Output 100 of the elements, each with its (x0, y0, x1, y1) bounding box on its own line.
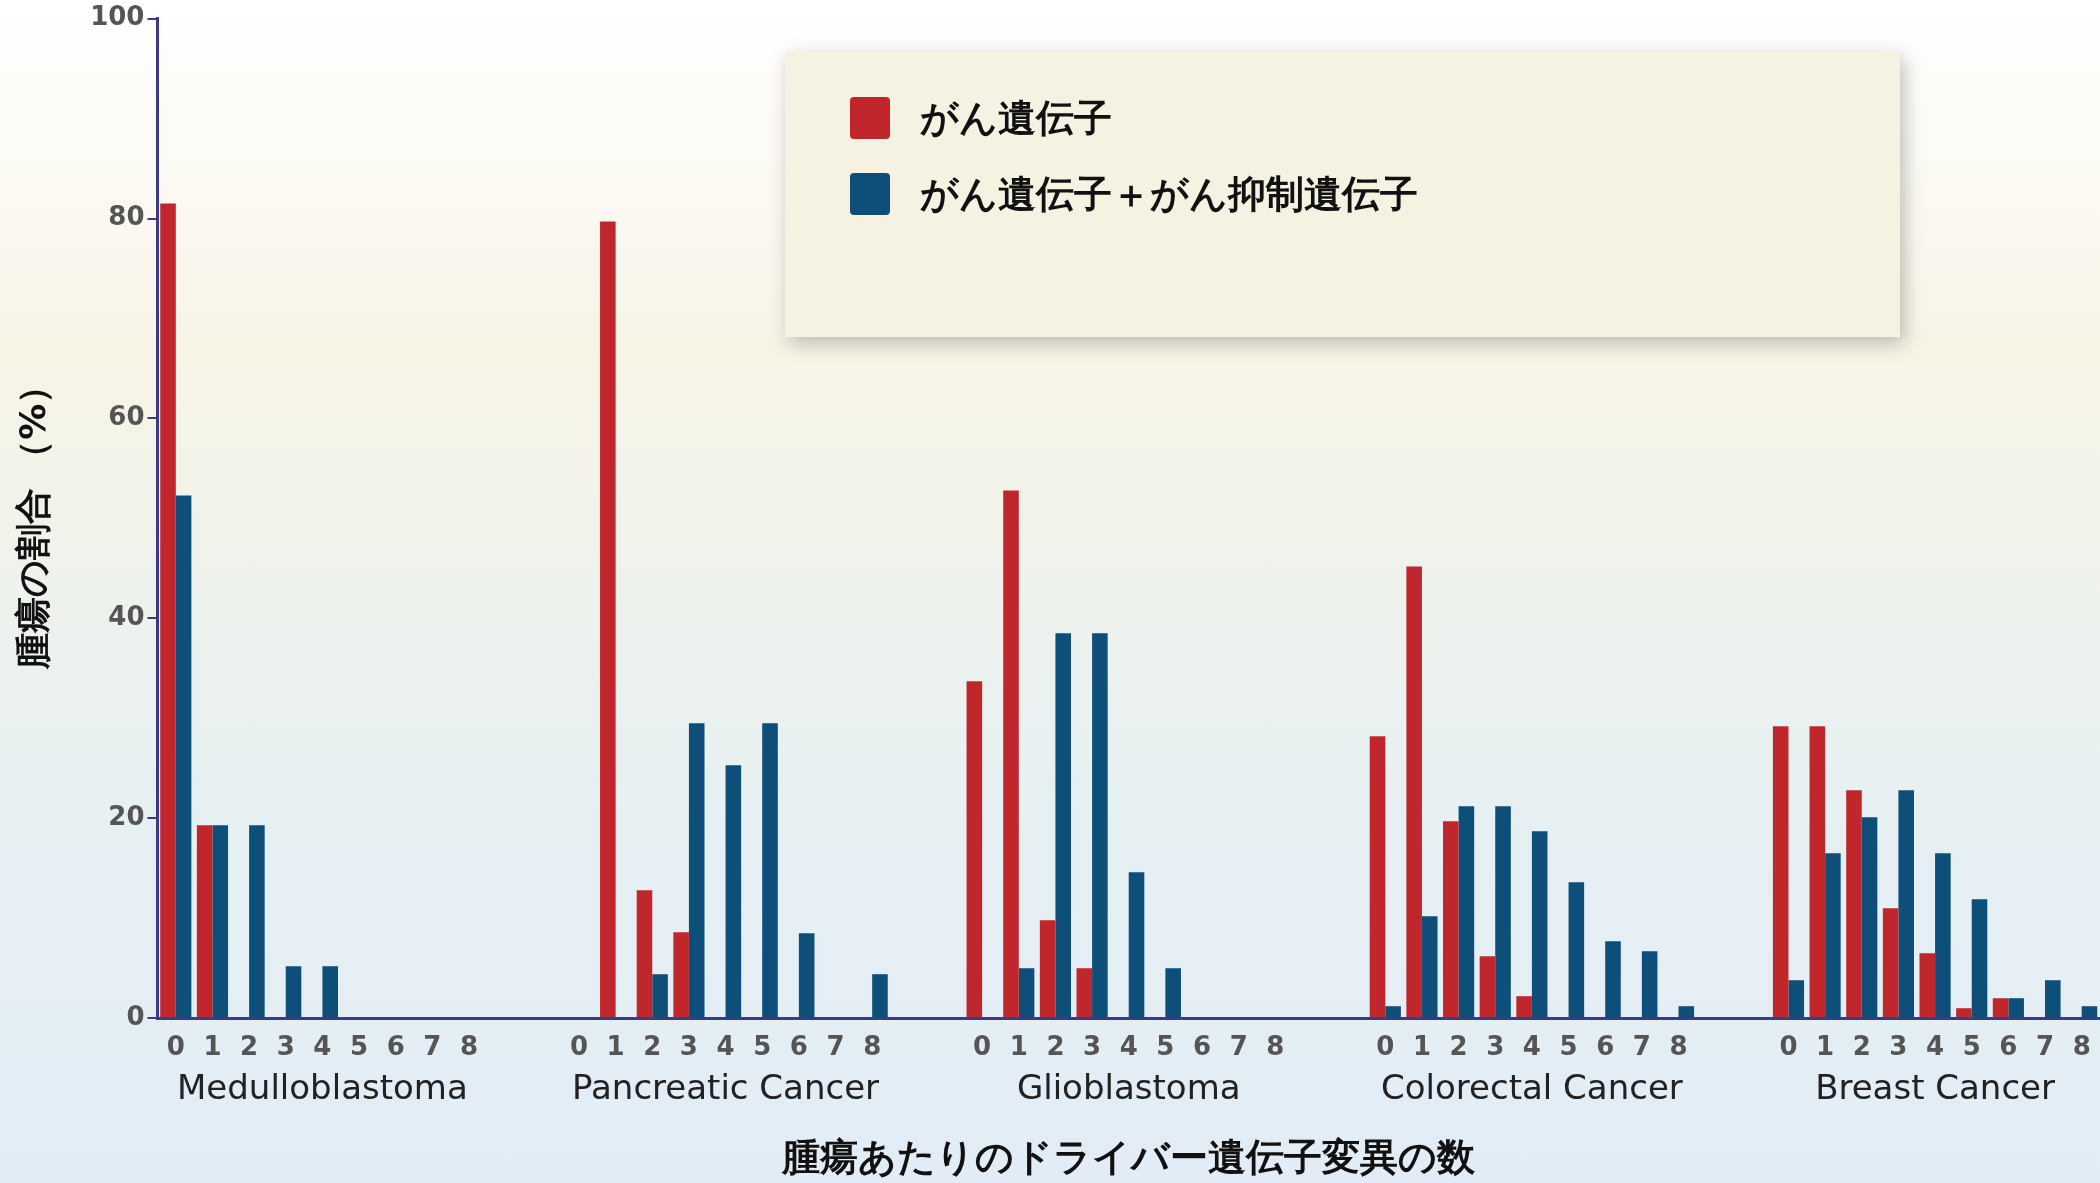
bar (160, 203, 176, 1018)
legend-label: がん遺伝子 (920, 94, 1112, 142)
bar (798, 933, 815, 1018)
y-tick-label: 60 (108, 401, 145, 432)
bar (1641, 951, 1658, 1018)
x-tick-label: 6 (1192, 1030, 1212, 1061)
bar (1882, 908, 1899, 1018)
bar (1165, 968, 1181, 1018)
x-tick-label: 2 (643, 1030, 662, 1061)
bar (1003, 490, 1019, 1018)
x-tick-label: 2 (1852, 1030, 1871, 1061)
x-tick-label: 0 (1376, 1030, 1395, 1061)
x-tick-label: 5 (1156, 1030, 1175, 1061)
bar (1971, 899, 1988, 1018)
bar (1495, 806, 1511, 1018)
x-tick-label: 1 (1816, 1030, 1835, 1061)
bar (872, 974, 888, 1018)
bar (1898, 790, 1914, 1018)
bar (1092, 633, 1108, 1018)
bar (1076, 968, 1093, 1018)
x-tick-label: 8 (459, 1030, 479, 1061)
x-tick-label: 5 (1559, 1030, 1578, 1061)
bar (725, 765, 742, 1018)
x-tick-label: 0 (569, 1030, 589, 1061)
bar (1861, 817, 1878, 1018)
text: Colorectal Cancer (1381, 1067, 1683, 1108)
bar (1039, 920, 1056, 1018)
bar (2081, 1006, 2098, 1018)
bar (1369, 736, 1386, 1018)
x-tick-label: 3 (679, 1030, 698, 1061)
x-tick-label: 5 (1962, 1030, 1981, 1061)
x-tick-label: 4 (1926, 1030, 1945, 1061)
bar (212, 825, 229, 1018)
text: Medulloblastoma (177, 1067, 468, 1108)
text: Glioblastoma (1016, 1067, 1241, 1108)
x-tick-label: 1 (1009, 1030, 1028, 1061)
bar (1605, 941, 1621, 1018)
bar (1846, 790, 1862, 1018)
y-tick-label: 100 (90, 1, 145, 32)
bar (1919, 953, 1936, 1018)
x-tick-label: 3 (1083, 1030, 1102, 1061)
bar (1458, 806, 1475, 1018)
y-tick-label: 40 (108, 601, 145, 632)
x-tick-label: 1 (203, 1030, 222, 1061)
bar (2008, 998, 2024, 1018)
bar (600, 221, 616, 1018)
x-tick-label: 1 (1412, 1030, 1431, 1061)
bar (966, 681, 983, 1018)
x-tick-label: 7 (2035, 1030, 2055, 1061)
bar (1568, 882, 1585, 1018)
x-tick-label: 6 (789, 1030, 808, 1061)
bar (1443, 821, 1459, 1018)
bar (636, 890, 653, 1018)
x-axis-title: 腫瘍あたりのドライバー遺伝子変異の数 (781, 1135, 1477, 1180)
bar (1956, 1008, 1972, 1018)
bar (249, 825, 265, 1018)
x-tick-label: 5 (753, 1030, 772, 1061)
x-tick-label: 7 (1229, 1030, 1248, 1061)
x-tick-label: 4 (716, 1030, 735, 1061)
x-tick-label: 1 (606, 1030, 625, 1061)
x-tick-label: 4 (313, 1030, 332, 1061)
bar (762, 723, 778, 1018)
bar (1772, 726, 1789, 1018)
x-tick-label: 6 (1999, 1030, 2018, 1061)
x-tick-label: 8 (1669, 1030, 1688, 1061)
x-tick-label: 2 (1449, 1030, 1468, 1061)
x-tick-label: 7 (826, 1030, 845, 1061)
bar (2045, 980, 2061, 1018)
x-tick-label: 3 (1889, 1030, 1908, 1061)
bar (1385, 1006, 1401, 1018)
bar (1406, 566, 1422, 1018)
bar (1516, 996, 1532, 1018)
x-tick-label: 4 (1119, 1030, 1138, 1061)
y-tick-label: 20 (108, 801, 145, 832)
x-tick-label: 4 (1522, 1030, 1541, 1061)
bar (1992, 998, 2009, 1018)
bar (1018, 968, 1035, 1018)
bar (285, 966, 302, 1018)
x-tick-label: 2 (240, 1030, 259, 1061)
bar (1421, 916, 1438, 1018)
bar (1788, 980, 1805, 1018)
x-tick-label: 8 (863, 1030, 882, 1061)
bar (1809, 726, 1826, 1018)
x-tick-label: 6 (1596, 1030, 1615, 1061)
bar (322, 966, 338, 1018)
y-tick-label: 0 (126, 1000, 145, 1031)
text: Pancreatic Cancer (572, 1067, 880, 1108)
bar (1055, 633, 1072, 1018)
bar (1825, 853, 1841, 1018)
x-tick-label: 7 (1632, 1030, 1651, 1061)
legend-label: がん遺伝子＋がん抑制遺伝子 (920, 170, 1418, 218)
x-tick-label: 0 (1779, 1030, 1798, 1061)
x-tick-label: 6 (386, 1030, 405, 1061)
bar (1935, 853, 1951, 1018)
x-tick-label: 5 (350, 1030, 369, 1061)
x-tick-label: 3 (276, 1030, 295, 1061)
bar (673, 932, 689, 1018)
bar (1128, 872, 1145, 1018)
x-tick-label: 2 (1046, 1030, 1065, 1061)
bar (688, 723, 705, 1018)
